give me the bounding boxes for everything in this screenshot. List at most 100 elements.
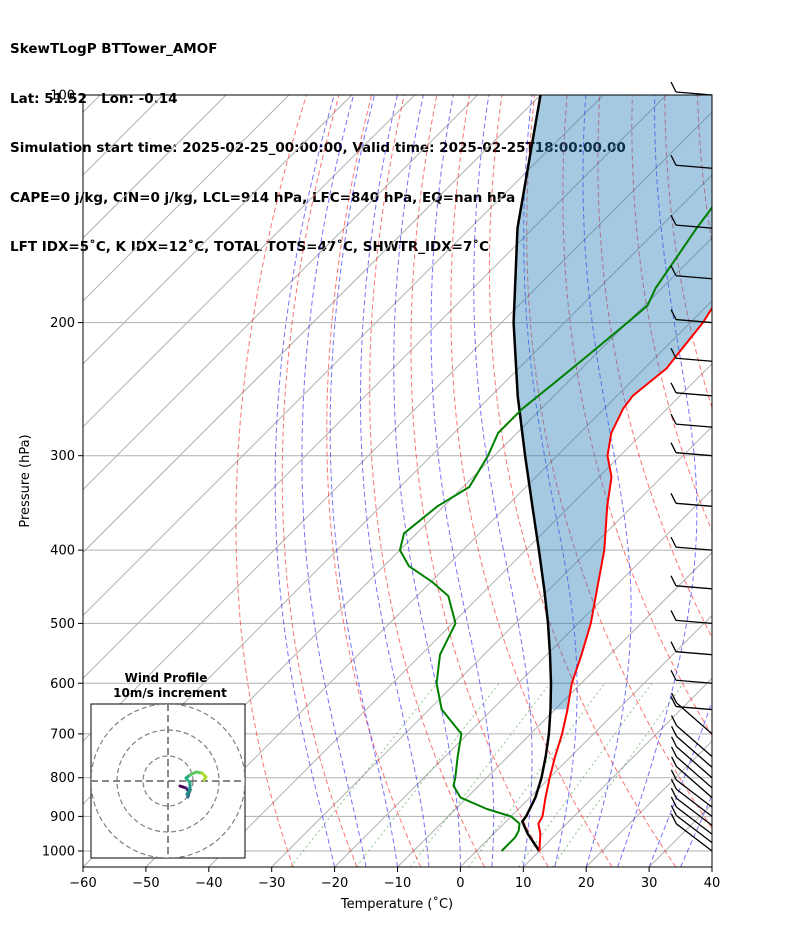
wind-barb [670,787,713,826]
wind-barb [670,81,713,96]
isotherm-gridline [208,363,712,867]
wind-barb [670,696,713,711]
wind-barb [670,265,713,280]
x-tick-label: −30 [258,876,285,891]
mixing-ratio-line [518,683,653,867]
y-tick-label: 700 [50,727,75,742]
isotherm-gridline [83,95,101,113]
wind-barb [670,778,713,817]
mixing-ratio-line [551,683,684,867]
wind-barb [670,736,713,779]
wind-barb [670,715,713,758]
wind-barb [670,536,713,551]
y-tick-label: 900 [50,810,75,825]
figure-header: SkewTLogP BTTower_AMOF Lat: 51.52 Lon: -… [10,8,626,272]
isotherm-gridline [522,677,712,867]
wind-barb [670,746,713,789]
x-tick-label: 0 [456,876,464,891]
dry-adiabat [526,95,712,829]
wind-barb [670,309,713,324]
series-layer [398,95,712,852]
wind-barbs [670,81,713,852]
isotherm-gridline [83,95,290,302]
wind-barb [670,154,713,169]
x-tick-label: 40 [704,876,721,891]
y-tick-label: 100 [50,89,75,104]
isotherm-gridline [83,95,478,491]
parcel-profile-line [512,95,553,852]
y-tick-label: 400 [50,544,75,559]
dry-adiabat [597,95,712,639]
y-tick-label: 200 [50,316,75,331]
mixing-ratio-line [409,682,551,867]
moist-adiabat [473,95,533,867]
wind-barb [670,413,713,428]
wind-barb [670,575,713,590]
moist-adiabat [393,95,461,867]
indices-label: LFT IDX=5˚C, K IDX=12˚C, TOTAL TOTS=47˚C… [10,239,490,255]
wind-barb [670,805,713,844]
wind-barb [670,442,713,457]
x-tick-label: −50 [132,876,159,891]
figure-title: SkewTLogP BTTower_AMOF [10,41,218,57]
y-axis: 1000 900 800 700 600 500 400 300 200 100 [42,89,83,859]
x-tick-label: 30 [641,876,658,891]
dry-adiabat [763,95,794,867]
x-tick-label: 10 [515,876,532,891]
x-axis-label: Temperature (˚C) [340,896,453,912]
y-tick-label: 500 [50,617,75,632]
wind-barb [670,796,713,835]
isotherm-gridline [460,614,712,867]
y-tick-label: 800 [50,771,75,786]
wind-barb [670,382,713,397]
moist-adiabat [274,95,336,867]
isotherm-gridline [83,95,667,680]
isotherm-gridline [334,488,712,867]
y-tick-label: 1000 [42,844,75,859]
hodograph-segment [202,775,208,782]
dry-adiabat [730,95,794,867]
moist-adiabat [360,95,430,867]
isotherm-gridline [83,95,604,617]
temperature-line [537,306,712,852]
isotherm-gridline [145,300,712,867]
wind-barb [670,669,713,684]
moist-adiabat [617,95,698,867]
mixing-ratio-line [355,682,500,867]
cape-fill-layer [513,95,712,710]
isotherm-gridline [83,95,416,428]
y-tick-label: 600 [50,677,75,692]
dry-adiabat [326,95,422,867]
isotherm-gridline [83,95,353,365]
dry-adiabat [369,95,485,867]
isotherm-gridline [271,425,712,867]
isotherm-gridline [83,95,227,239]
isotherm-gridline [775,95,794,867]
cin-shading [513,95,712,710]
wind-barb [670,726,713,768]
wind-barb [670,493,713,507]
wind-barb [670,347,713,362]
inset-title: Wind Profile [125,671,208,685]
dry-adiabat [488,95,677,867]
moist-adiabat [430,95,495,867]
x-tick-label: −10 [384,876,411,891]
x-tick-label: −20 [321,876,348,891]
dry-adiabat [235,95,307,867]
moist-adiabat [582,95,632,867]
dry-adiabat [281,95,358,867]
mixing-ratio-line [468,683,606,867]
x-axis: −60 −50 −40 −30 −20 −10 0 10 20 30 40 [69,867,720,891]
x-tick-label: −60 [69,876,96,891]
moist-adiabat [680,793,712,867]
isotherm-gridline [397,551,712,867]
wind-barb [670,692,713,735]
dewpoint-line [398,205,712,852]
mixing-ratio-line [290,682,438,867]
wind-barb [670,610,713,625]
wind-profile-inset: Wind Profile 10m/s increment [90,671,246,859]
x-tick-label: 20 [578,876,595,891]
wind-barb [670,769,713,808]
wind-barb [670,641,713,656]
dry-adiabat [562,95,712,737]
